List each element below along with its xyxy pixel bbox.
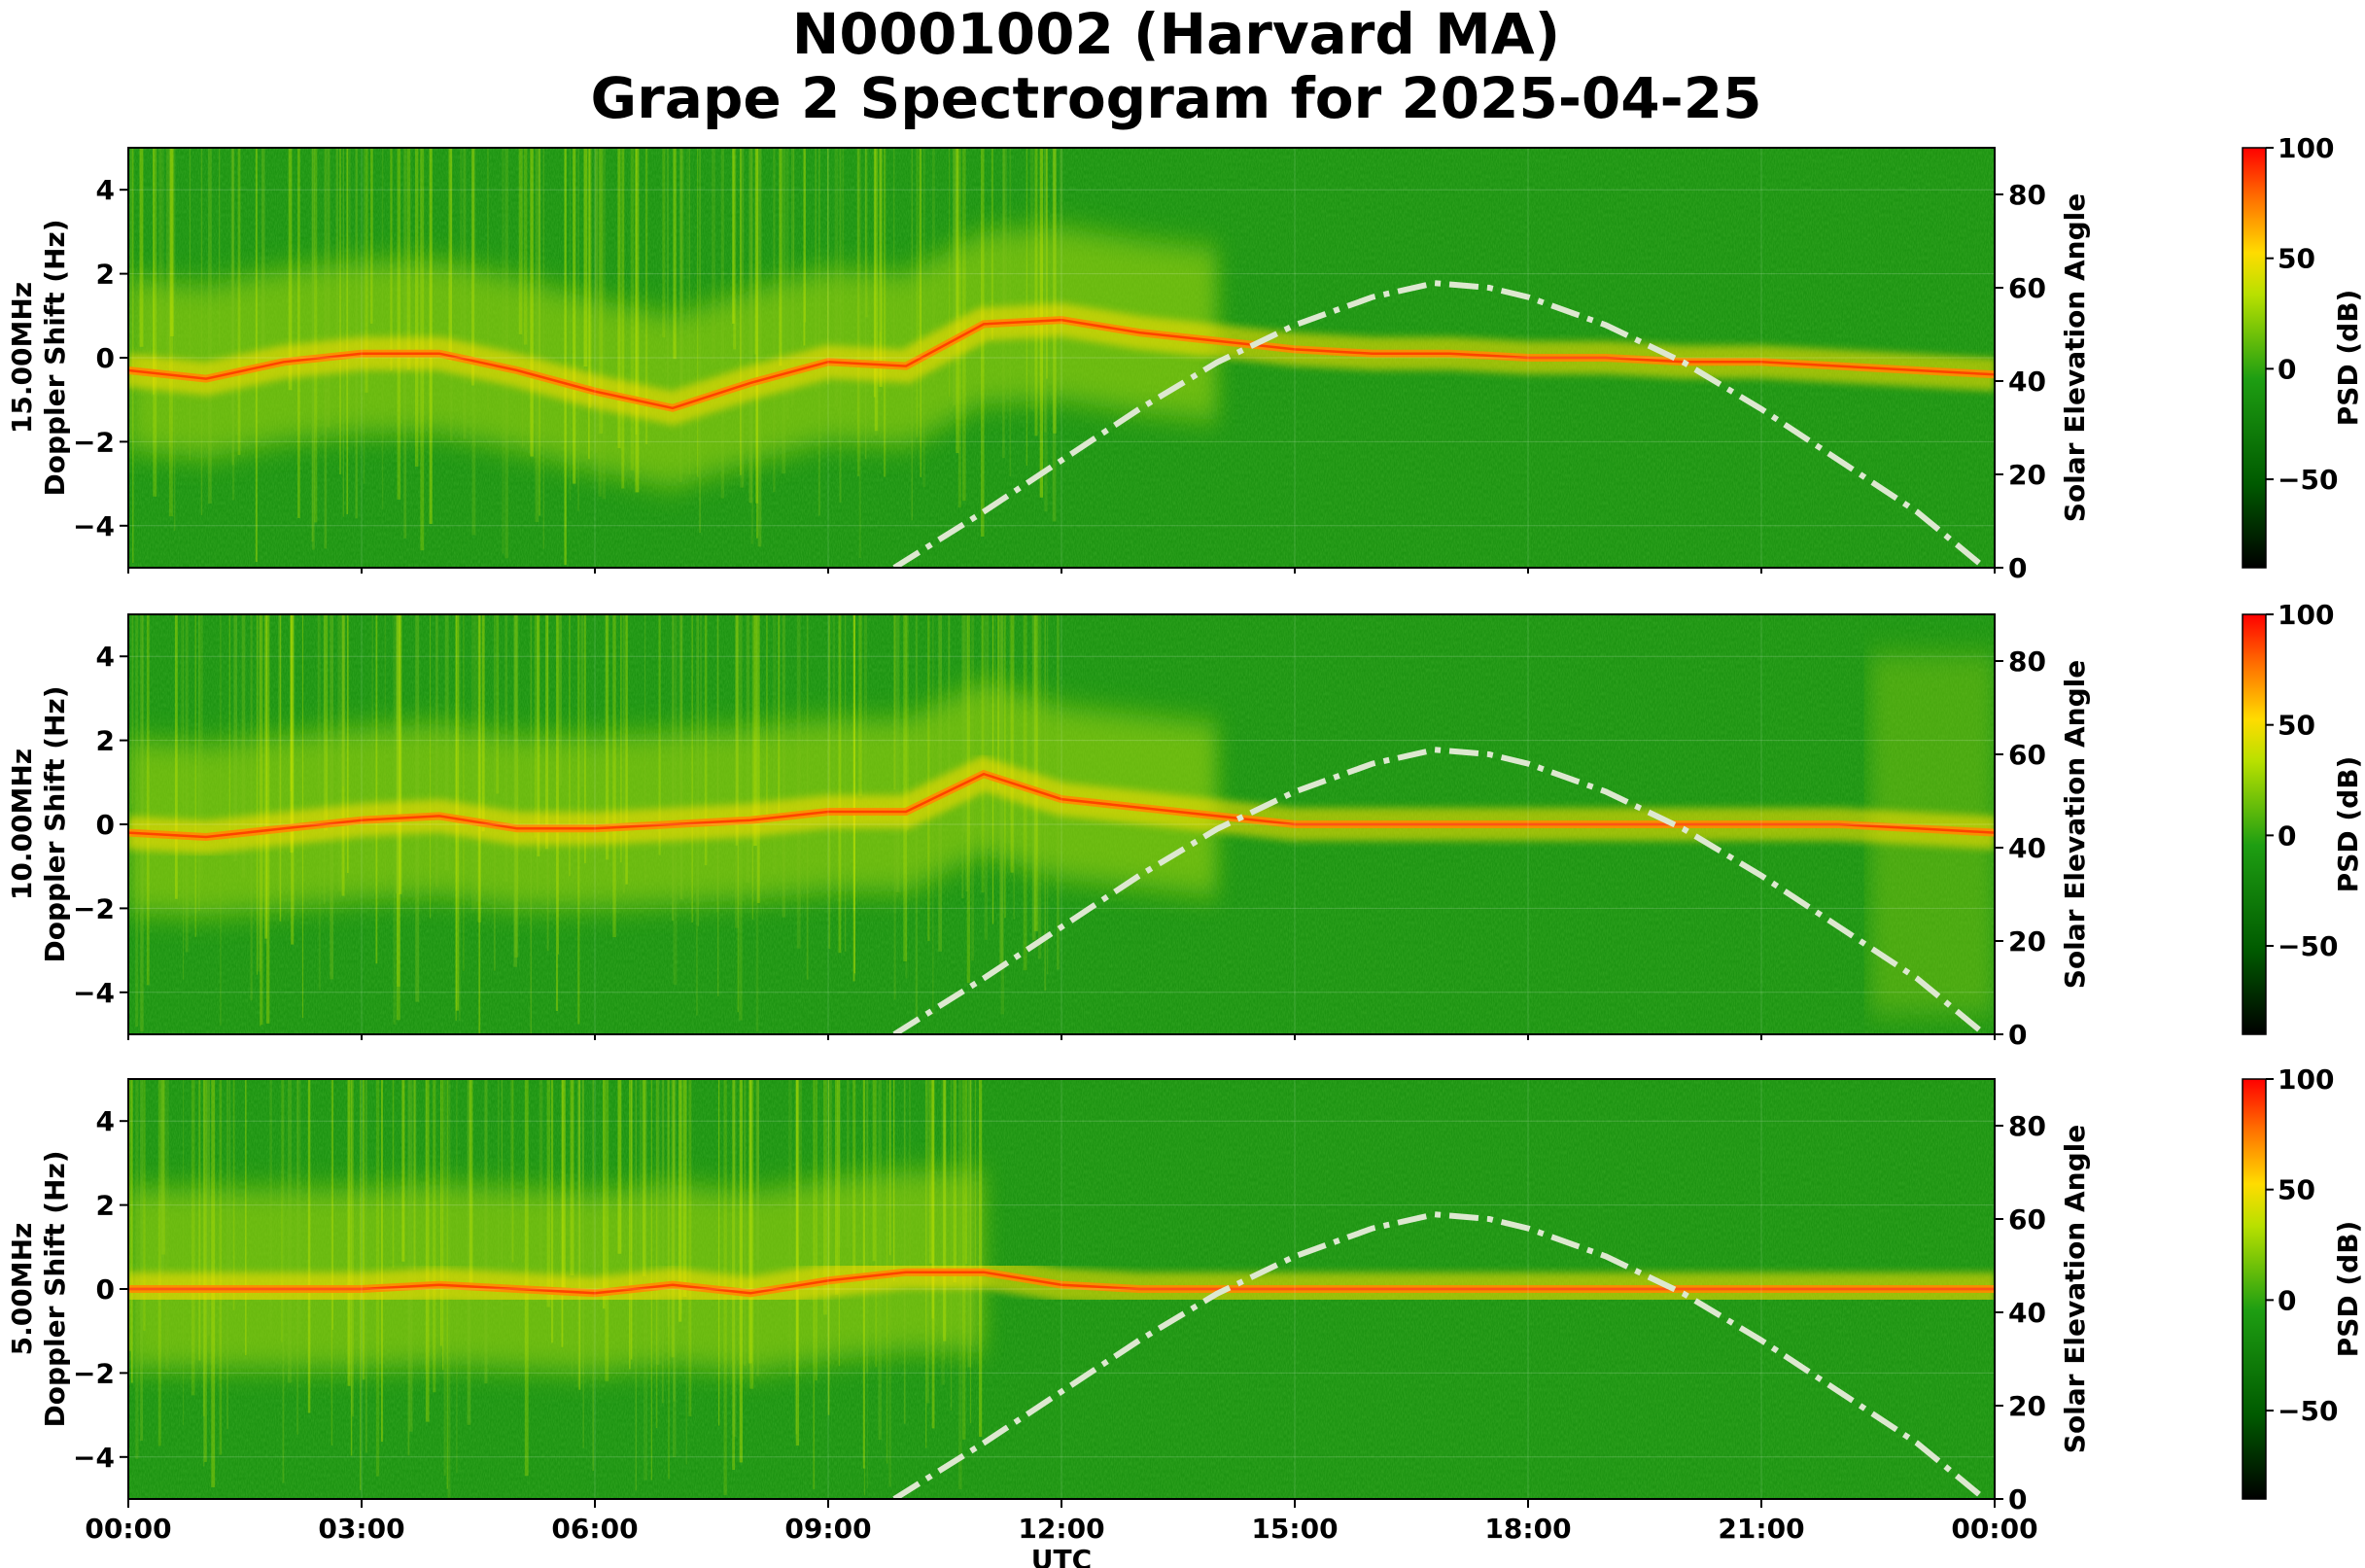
y2-tick-label: 40 [2008, 366, 2046, 398]
y2-axis-label: Solar Elevation Angle [2059, 193, 2091, 522]
y-tick-label: 0 [96, 809, 115, 841]
y-tick-label: 2 [96, 1190, 115, 1222]
y2-tick-label: 0 [2008, 1019, 2027, 1051]
y-tick-label: 0 [96, 1273, 115, 1306]
diffuse-band [128, 227, 1217, 488]
y-tick-label: −2 [73, 892, 115, 924]
colorbar-tick-label: 100 [2278, 132, 2334, 164]
y-tick-label: −4 [73, 510, 115, 542]
y-axis-label: 5.00MHzDoppler Shift (Hz) [6, 1150, 71, 1427]
y2-axis-label: Solar Elevation Angle [2059, 1125, 2091, 1453]
y2-tick-label: 60 [2008, 739, 2046, 771]
colorbar-tick-label: 100 [2278, 1063, 2334, 1096]
solar-elevation-line [892, 747, 1981, 1034]
y2-tick-label: 80 [2008, 179, 2046, 211]
y-tick-label: 0 [96, 342, 115, 374]
colorbar-tick-label: 100 [2278, 599, 2334, 631]
x-tick-label: 00:00 [85, 1513, 171, 1545]
colorbar: 100 50 0 −50 PSD (dB) [2242, 1063, 2364, 1500]
y-axis-label-line: Doppler Shift (Hz) [39, 219, 71, 496]
colorbar-label: PSD (dB) [2332, 756, 2364, 893]
solar-elevation-line [892, 1211, 1981, 1499]
y2-tick-label: 60 [2008, 1203, 2046, 1236]
solar-elevation-line [892, 280, 1981, 568]
x-tick-label: 21:00 [1718, 1513, 1804, 1545]
chart-subtitle: Grape 2 Spectrogram for 2025-04-25 [590, 65, 1762, 131]
y2-tick-label: 0 [2008, 552, 2027, 584]
y2-tick-label: 60 [2008, 272, 2046, 304]
y-tick-label: −4 [73, 977, 115, 1009]
y2-tick-label: 20 [2008, 925, 2046, 958]
chart-title: N0001002 (Harvard MA) [791, 1, 1561, 67]
y2-tick-label: 40 [2008, 832, 2046, 864]
y-tick-label: 4 [96, 1105, 115, 1137]
diffuse-band [128, 1171, 984, 1374]
colorbar-tick-label: 0 [2278, 353, 2296, 385]
x-tick-label: 00:00 [1951, 1513, 2037, 1545]
y2-tick-label: 20 [2008, 1390, 2046, 1422]
spectrogram-image [128, 614, 1995, 1034]
y-axis-label-line: Doppler Shift (Hz) [39, 685, 71, 962]
y-tick-label: −4 [73, 1442, 115, 1474]
y-axis-label-line: Doppler Shift (Hz) [39, 1150, 71, 1427]
colorbar-tick-label: −50 [2278, 1395, 2338, 1427]
colorbar-tick-label: −50 [2278, 930, 2338, 962]
colorbar-tick-label: 50 [2278, 710, 2315, 742]
colorbar-tick-label: 0 [2278, 819, 2296, 852]
spectrogram-image [128, 148, 1995, 568]
y-tick-label: 2 [96, 725, 115, 757]
colorbar-label: PSD (dB) [2332, 290, 2364, 427]
x-tick-label: 18:00 [1484, 1513, 1571, 1545]
x-tick-label: 03:00 [318, 1513, 404, 1545]
y2-tick-label: 20 [2008, 459, 2046, 491]
y-tick-label: 2 [96, 259, 115, 291]
x-tick-label: 09:00 [784, 1513, 871, 1545]
doppler-trace-core [128, 1271, 1995, 1295]
colorbar-tick-label: 0 [2278, 1284, 2296, 1316]
y-axis-label-line: 15.00MHz [6, 282, 38, 434]
colorbar-gradient [2242, 1078, 2267, 1500]
colorbar-tick-label: 50 [2278, 243, 2315, 275]
colorbar-label: PSD (dB) [2332, 1221, 2364, 1358]
y2-tick-label: 80 [2008, 645, 2046, 678]
y-axis-label-line: 5.00MHz [6, 1223, 38, 1356]
y2-tick-label: 40 [2008, 1297, 2046, 1329]
y-tick-label: −2 [73, 426, 115, 458]
colorbar-tick-label: −50 [2278, 464, 2338, 496]
colorbar-gradient [2242, 613, 2267, 1035]
y-axis-label: 10.00MHzDoppler Shift (Hz) [6, 685, 71, 962]
colorbar: 100 50 0 −50 PSD (dB) [2242, 132, 2364, 569]
y-tick-label: 4 [96, 174, 115, 206]
spectrogram-image [128, 1079, 1995, 1499]
doppler-trace-core [128, 772, 1995, 839]
x-tick-label: 06:00 [551, 1513, 638, 1545]
colorbar-tick-label: 50 [2278, 1174, 2315, 1206]
y2-tick-label: 80 [2008, 1110, 2046, 1142]
diffuse-band [128, 681, 1217, 918]
colorbar: 100 50 0 −50 PSD (dB) [2242, 599, 2364, 1035]
x-axis-label: UTC [1031, 1544, 1092, 1568]
x-tick-label: 12:00 [1018, 1513, 1104, 1545]
y2-tick-label: 0 [2008, 1483, 2027, 1516]
x-tick-label: 15:00 [1251, 1513, 1338, 1545]
y-tick-label: 4 [96, 641, 115, 673]
colorbar-gradient [2242, 147, 2267, 569]
y2-axis-label: Solar Elevation Angle [2059, 660, 2091, 989]
y-axis-label: 15.00MHzDoppler Shift (Hz) [6, 219, 71, 496]
y-axis-label-line: 10.00MHz [6, 749, 38, 900]
y-tick-label: −2 [73, 1357, 115, 1389]
